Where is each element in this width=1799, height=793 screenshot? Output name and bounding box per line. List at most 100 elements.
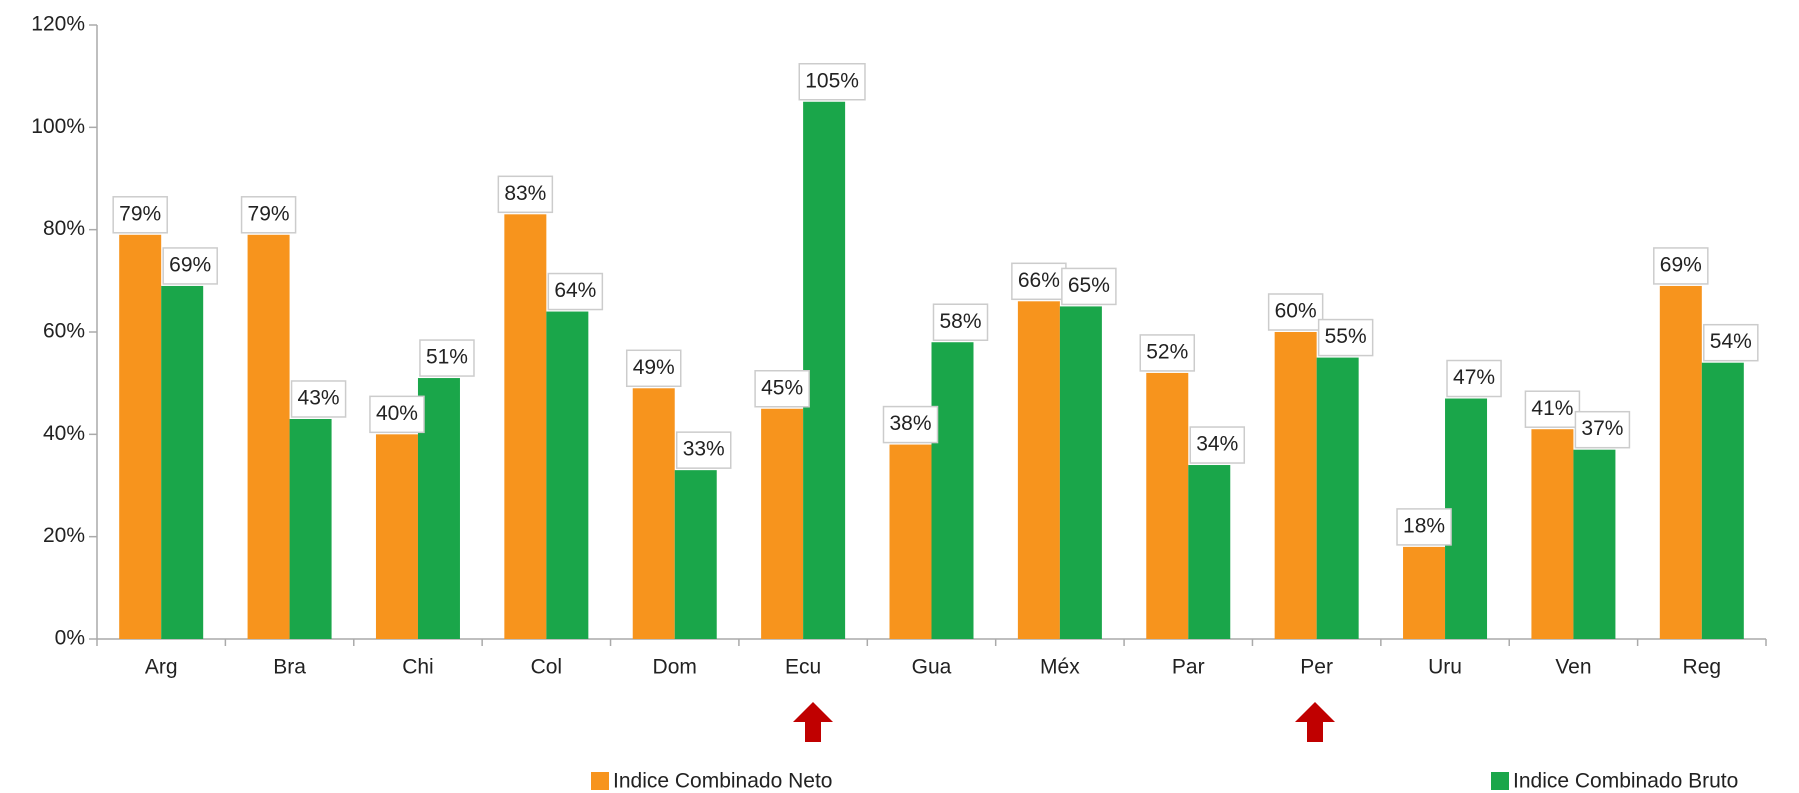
data-label: 58%: [939, 310, 981, 333]
bar: [1701, 362, 1744, 639]
data-label: 45%: [761, 376, 803, 399]
data-label: 33%: [683, 438, 725, 461]
y-tick-label: 0%: [55, 627, 85, 650]
data-label-box: [798, 63, 866, 101]
bar: [761, 408, 804, 639]
data-label-box: [882, 405, 939, 444]
bar: [1017, 301, 1060, 639]
data-label-box: [1189, 426, 1246, 464]
bar: [674, 470, 717, 639]
x-tick-label: Méx: [1040, 656, 1080, 679]
x-tick-label: Ecu: [785, 656, 821, 679]
data-label: 38%: [889, 412, 931, 435]
bar: [1403, 546, 1446, 639]
data-label-box: [1446, 359, 1502, 398]
data-label-box: [1653, 247, 1709, 285]
data-label: 55%: [1325, 325, 1367, 348]
x-tick-label: Gua: [912, 656, 952, 679]
bar: [1188, 465, 1231, 639]
bar: [504, 214, 547, 640]
data-label-box: [497, 175, 554, 214]
data-label-box: [754, 370, 810, 408]
data-label: 43%: [298, 387, 340, 410]
bar: [803, 101, 846, 639]
bar: [889, 444, 932, 639]
data-label: 79%: [248, 202, 290, 225]
data-label: 37%: [1581, 417, 1623, 440]
bar: [1059, 306, 1102, 639]
bar: [1573, 449, 1616, 639]
y-tick-label: 20%: [43, 524, 85, 547]
data-label: 41%: [1531, 397, 1573, 420]
data-label: 40%: [376, 402, 418, 425]
y-tick-label: 40%: [43, 422, 85, 445]
data-label: 47%: [1453, 366, 1495, 389]
data-label-box: [1267, 293, 1324, 331]
data-label: 105%: [805, 69, 859, 92]
arrow-per: [1295, 702, 1335, 742]
data-label: 18%: [1403, 514, 1445, 537]
legend-label: Indice Combinado Neto: [613, 770, 832, 793]
data-label-box: [1524, 390, 1581, 428]
x-tick-label: Dom: [653, 656, 697, 679]
data-label: 79%: [119, 202, 161, 225]
bar: [289, 418, 332, 639]
data-label: 52%: [1146, 340, 1188, 363]
y-tick-label: 60%: [43, 320, 85, 343]
y-tick-label: 100%: [31, 115, 85, 138]
bar: [1146, 372, 1189, 639]
x-tick-label: Par: [1172, 656, 1205, 679]
x-tick-label: Per: [1300, 656, 1333, 679]
data-label-box: [290, 380, 347, 418]
y-tick-label: 120%: [31, 13, 85, 36]
data-label-box: [1574, 410, 1631, 449]
data-label-box: [419, 339, 475, 377]
data-label-box: [1139, 334, 1196, 372]
data-label: 64%: [554, 279, 596, 302]
data-label-box: [369, 395, 425, 434]
data-label: 69%: [1660, 253, 1702, 276]
data-label-box: [1061, 267, 1117, 306]
data-label: 66%: [1018, 269, 1060, 292]
data-label-box: [547, 272, 604, 311]
data-label: 83%: [504, 182, 546, 205]
x-tick-label: Reg: [1683, 656, 1722, 679]
bar: [375, 434, 418, 639]
data-label: 34%: [1196, 433, 1238, 456]
x-tick-label: Ven: [1555, 656, 1591, 679]
x-tick-label: Col: [531, 656, 563, 679]
bar: [1445, 398, 1488, 639]
x-tick-label: Arg: [145, 656, 178, 679]
data-label-box: [162, 247, 218, 285]
data-label-box: [675, 431, 732, 469]
data-label: 51%: [426, 346, 468, 369]
data-label-box: [932, 303, 989, 341]
legend-swatch: [591, 772, 609, 790]
data-label: 54%: [1710, 330, 1752, 353]
x-tick-label: Chi: [402, 656, 434, 679]
data-label: 60%: [1275, 300, 1317, 323]
x-tick-label: Uru: [1428, 656, 1462, 679]
bar: [632, 388, 675, 639]
data-label: 69%: [169, 253, 211, 276]
data-label-box: [1703, 323, 1759, 362]
bar: [119, 234, 162, 640]
data-label-box: [1317, 318, 1374, 357]
bar: [1274, 332, 1317, 639]
data-label-box: [112, 196, 168, 234]
arrow-ecu: [793, 702, 833, 742]
data-label-box: [1396, 508, 1452, 546]
bar: [1531, 429, 1574, 639]
data-label-box: [240, 196, 297, 234]
bar: [161, 285, 204, 639]
bar: [247, 234, 290, 640]
bar: [546, 311, 589, 639]
legend-label: Indice Combinado Bruto: [1513, 770, 1738, 793]
bar: [931, 342, 974, 639]
bar: [417, 378, 460, 639]
bar: [1659, 285, 1702, 639]
bar: [1316, 357, 1359, 639]
data-label: 65%: [1068, 274, 1110, 297]
data-label-box: [625, 349, 682, 388]
